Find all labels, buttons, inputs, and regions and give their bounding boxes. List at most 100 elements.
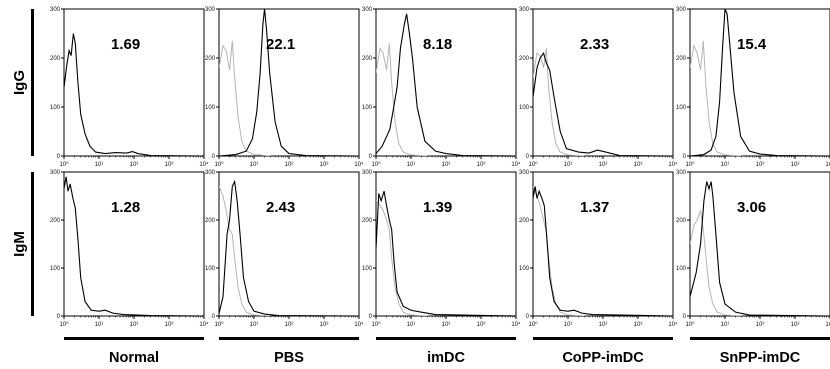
- panel-igg-imdc-xtick-label-2: 10²: [442, 162, 451, 168]
- panel-igm-snpp-imdc-sample-curve: [690, 181, 830, 316]
- panel-igm-pbs-sample-curve: [219, 179, 359, 316]
- panel-igm-pbs-ytick-label-200: 200: [205, 218, 216, 224]
- panel-igg-imdc-xtick-label-3: 10³: [477, 162, 486, 168]
- panel-igm-normal-xtick-label-0: 10⁰: [59, 321, 69, 328]
- panel-igg-pbs-xtick-label-4: 10⁴: [354, 161, 364, 168]
- group-bar-imdc: [376, 337, 516, 340]
- panel-igg-pbs: 0 100 200 300 10⁰ 10¹ 10² 10³ 10⁴ 22.1: [205, 7, 364, 168]
- group-label-copp-imdc: CoPP-imDC: [562, 350, 644, 366]
- panel-igm-snpp-imdc-ytick-label-200: 200: [676, 218, 687, 224]
- panel-igm-pbs-ytick-label-100: 100: [205, 266, 216, 272]
- panel-igm-copp-imdc-xtick-label-2: 10²: [599, 322, 608, 328]
- panel-igm-normal-ytick-label-0: 0: [57, 314, 61, 320]
- panel-igm-pbs-xtick-label-0: 10⁰: [214, 321, 224, 328]
- panel-igg-normal-xtick-label-3: 10³: [165, 162, 174, 168]
- panel-igg-copp-imdc-xtick-label-3: 10³: [634, 162, 643, 168]
- group-label-normal: Normal: [109, 350, 159, 366]
- panel-igg-snpp-imdc-xtick-label-4: 10⁴: [825, 161, 830, 168]
- panel-igg-imdc-xtick-label-1: 10¹: [407, 162, 416, 168]
- panel-igg-snpp-imdc-percent-label: 15.4: [737, 36, 767, 53]
- panel-igg-pbs-xtick-label-1: 10¹: [250, 162, 259, 168]
- panel-igg-pbs-xtick-label-2: 10²: [285, 162, 294, 168]
- panel-igm-imdc-percent-label: 1.39: [423, 199, 452, 216]
- panel-igm-pbs-xtick-label-4: 10⁴: [354, 321, 364, 328]
- panel-igg-snpp-imdc-ytick-label-0: 0: [683, 154, 687, 160]
- group-label-pbs: PBS: [274, 350, 304, 366]
- group-bar-pbs: [219, 337, 359, 340]
- panel-igg-normal-ytick-label-300: 300: [50, 7, 61, 13]
- panel-igm-copp-imdc-xtick-label-4: 10⁴: [668, 321, 678, 328]
- panel-igm-imdc-ytick-label-300: 300: [362, 170, 373, 176]
- panel-igm-pbs: 0 100 200 300 10⁰ 10¹ 10² 10³ 10⁴ 2.43: [205, 170, 364, 328]
- panel-igg-imdc-ytick-label-0: 0: [369, 154, 373, 160]
- panel-igm-imdc-xtick-label-2: 10²: [442, 322, 451, 328]
- panel-igg-pbs-ytick-label-0: 0: [212, 154, 216, 160]
- group-label-imdc: imDC: [427, 350, 465, 366]
- group-bar-normal: [64, 337, 204, 340]
- panel-igm-pbs-xtick-label-1: 10¹: [250, 322, 259, 328]
- panel-igm-pbs-control-curve: [219, 186, 271, 316]
- panel-igg-normal-ytick-label-200: 200: [50, 56, 61, 62]
- panel-igm-pbs-xtick-label-2: 10²: [285, 322, 294, 328]
- panel-igm-copp-imdc-xtick-label-3: 10³: [634, 322, 643, 328]
- panel-igm-imdc-sample-curve: [376, 191, 516, 316]
- panel-igm-snpp-imdc-xtick-label-1: 10¹: [721, 322, 730, 328]
- panel-igg-copp-imdc-ytick-label-100: 100: [519, 105, 530, 111]
- panel-igm-normal-ytick-label-100: 100: [50, 266, 61, 272]
- panel-igm-snpp-imdc: 0 100 200 300 10⁰ 10¹ 10² 10³ 10⁴ 3.06: [676, 170, 830, 328]
- panel-igg-normal-xtick-label-4: 10⁴: [199, 161, 209, 168]
- panel-igm-copp-imdc-ytick-label-300: 300: [519, 170, 530, 176]
- panel-igg-pbs-ytick-label-100: 100: [205, 105, 216, 111]
- panel-igm-copp-imdc: 0 100 200 300 10⁰ 10¹ 10² 10³ 10⁴ 1.37: [519, 170, 678, 328]
- panel-igg-snpp-imdc-control-curve: [690, 40, 742, 156]
- panel-igg-copp-imdc-ytick-label-300: 300: [519, 7, 530, 13]
- panel-igg-normal-ytick-label-100: 100: [50, 105, 61, 111]
- panel-igm-snpp-imdc-ytick-label-100: 100: [676, 266, 687, 272]
- panel-igm-pbs-xtick-label-3: 10³: [320, 322, 329, 328]
- panel-igg-pbs-percent-label: 22.1: [266, 36, 295, 53]
- row-bar-igg: [31, 9, 34, 156]
- panel-igm-copp-imdc-percent-label: 1.37: [580, 199, 609, 216]
- panel-igg-snpp-imdc-ytick-label-300: 300: [676, 7, 687, 13]
- panel-igg-pbs-control-curve: [219, 40, 271, 156]
- panel-igg-copp-imdc-xtick-label-1: 10¹: [564, 162, 573, 168]
- panel-igg-snpp-imdc-xtick-label-3: 10³: [791, 162, 800, 168]
- row-bar-igm: [31, 172, 34, 316]
- panel-igg-imdc-sample-curve: [376, 13, 516, 156]
- panel-igg-snpp-imdc-ytick-label-200: 200: [676, 56, 687, 62]
- panel-igg-normal: 0 100 200 300 10⁰ 10¹ 10² 10³ 10⁴ 1.69: [50, 7, 209, 168]
- panel-igg-pbs-xtick-label-0: 10⁰: [214, 161, 224, 168]
- panel-igg-pbs-frame: [218, 8, 360, 157]
- panel-igm-copp-imdc-sample-curve: [533, 186, 673, 316]
- row-label-igm: IgM: [11, 231, 28, 257]
- panel-igm-copp-imdc-ytick-label-100: 100: [519, 266, 530, 272]
- panel-igm-imdc-xtick-label-4: 10⁴: [511, 321, 521, 328]
- panel-igg-normal-xtick-label-1: 10¹: [95, 162, 104, 168]
- panel-igg-pbs-sample-curve: [219, 9, 359, 156]
- panel-igm-snpp-imdc-xtick-label-2: 10²: [756, 322, 765, 328]
- panel-igm-imdc-ytick-label-200: 200: [362, 218, 373, 224]
- group-bar-snpp-imdc: [690, 337, 830, 340]
- panel-igm-copp-imdc-xtick-label-1: 10¹: [564, 322, 573, 328]
- panel-igg-copp-imdc-xtick-label-4: 10⁴: [668, 161, 678, 168]
- panel-igg-snpp-imdc-xtick-label-1: 10¹: [721, 162, 730, 168]
- panel-igg-imdc-control-curve: [376, 43, 428, 156]
- panel-igg-snpp-imdc-xtick-label-2: 10²: [756, 162, 765, 168]
- panel-igm-normal-xtick-label-4: 10⁴: [199, 321, 209, 328]
- panel-igm-normal-xtick-label-3: 10³: [165, 322, 174, 328]
- panel-igm-normal: 0 100 200 300 10⁰ 10¹ 10² 10³ 10⁴ 1.28: [50, 170, 209, 328]
- panel-igg-snpp-imdc-sample-curve: [690, 9, 830, 156]
- panel-igm-imdc-ytick-label-100: 100: [362, 266, 373, 272]
- panel-igg-imdc-percent-label: 8.18: [423, 36, 452, 53]
- panel-igg-snpp-imdc-xtick-label-0: 10⁰: [685, 161, 695, 168]
- panel-igm-normal-sample-curve: [64, 176, 204, 316]
- panel-igm-snpp-imdc-control-curve: [690, 210, 742, 316]
- panel-igg-copp-imdc-xtick-label-0: 10⁰: [528, 161, 538, 168]
- panel-igg-normal-percent-label: 1.69: [111, 36, 140, 53]
- panel-igg-copp-imdc-control-curve: [533, 48, 585, 156]
- panel-igm-normal-frame: [63, 171, 205, 317]
- panel-igg-normal-xtick-label-0: 10⁰: [59, 161, 69, 168]
- panel-igm-imdc-ytick-label-0: 0: [369, 314, 373, 320]
